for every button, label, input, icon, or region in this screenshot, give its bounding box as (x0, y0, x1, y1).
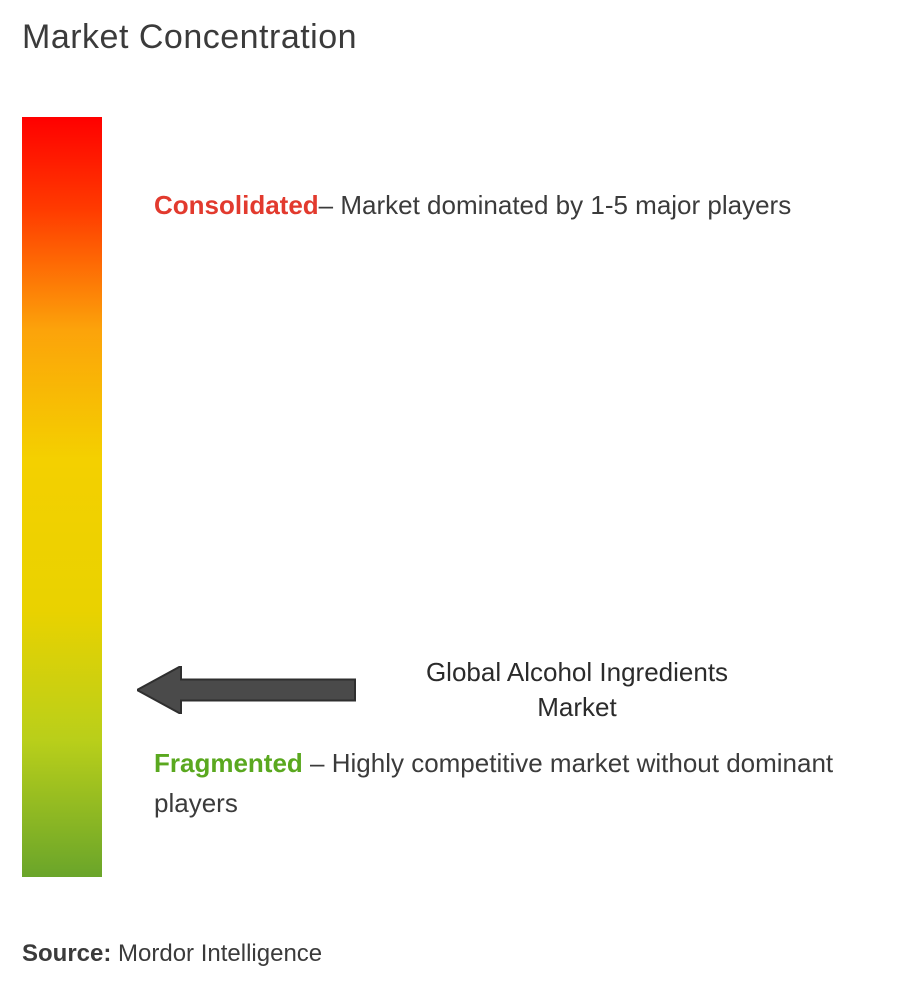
consolidated-label: Consolidated– Market dominated by 1-5 ma… (154, 185, 874, 225)
source-line: Source: Mordor Intelligence (22, 940, 322, 968)
concentration-gradient-bar (22, 117, 102, 877)
consolidated-key: Consolidated (154, 190, 319, 220)
fragmented-label: Fragmented – Highly competitive market w… (154, 743, 894, 824)
chart-title: Market Concentration (22, 18, 899, 57)
consolidated-desc: – Market dominated by 1-5 major players (319, 190, 792, 220)
chart-area: Consolidated– Market dominated by 1-5 ma… (22, 117, 899, 897)
arrow-left-icon (137, 666, 357, 714)
source-value: Mordor Intelligence (118, 940, 322, 967)
market-pointer: Global Alcohol Ingredients Market (137, 655, 767, 725)
fragmented-key: Fragmented (154, 748, 303, 778)
market-label: Global Alcohol Ingredients Market (387, 655, 767, 725)
source-key: Source: (22, 940, 118, 967)
market-label-line1: Global Alcohol Ingredients (426, 657, 728, 687)
market-label-line2: Market (537, 692, 616, 722)
page-root: Market Concentration Consolidated– Marke… (0, 0, 921, 1008)
arrow-shape (137, 666, 355, 714)
